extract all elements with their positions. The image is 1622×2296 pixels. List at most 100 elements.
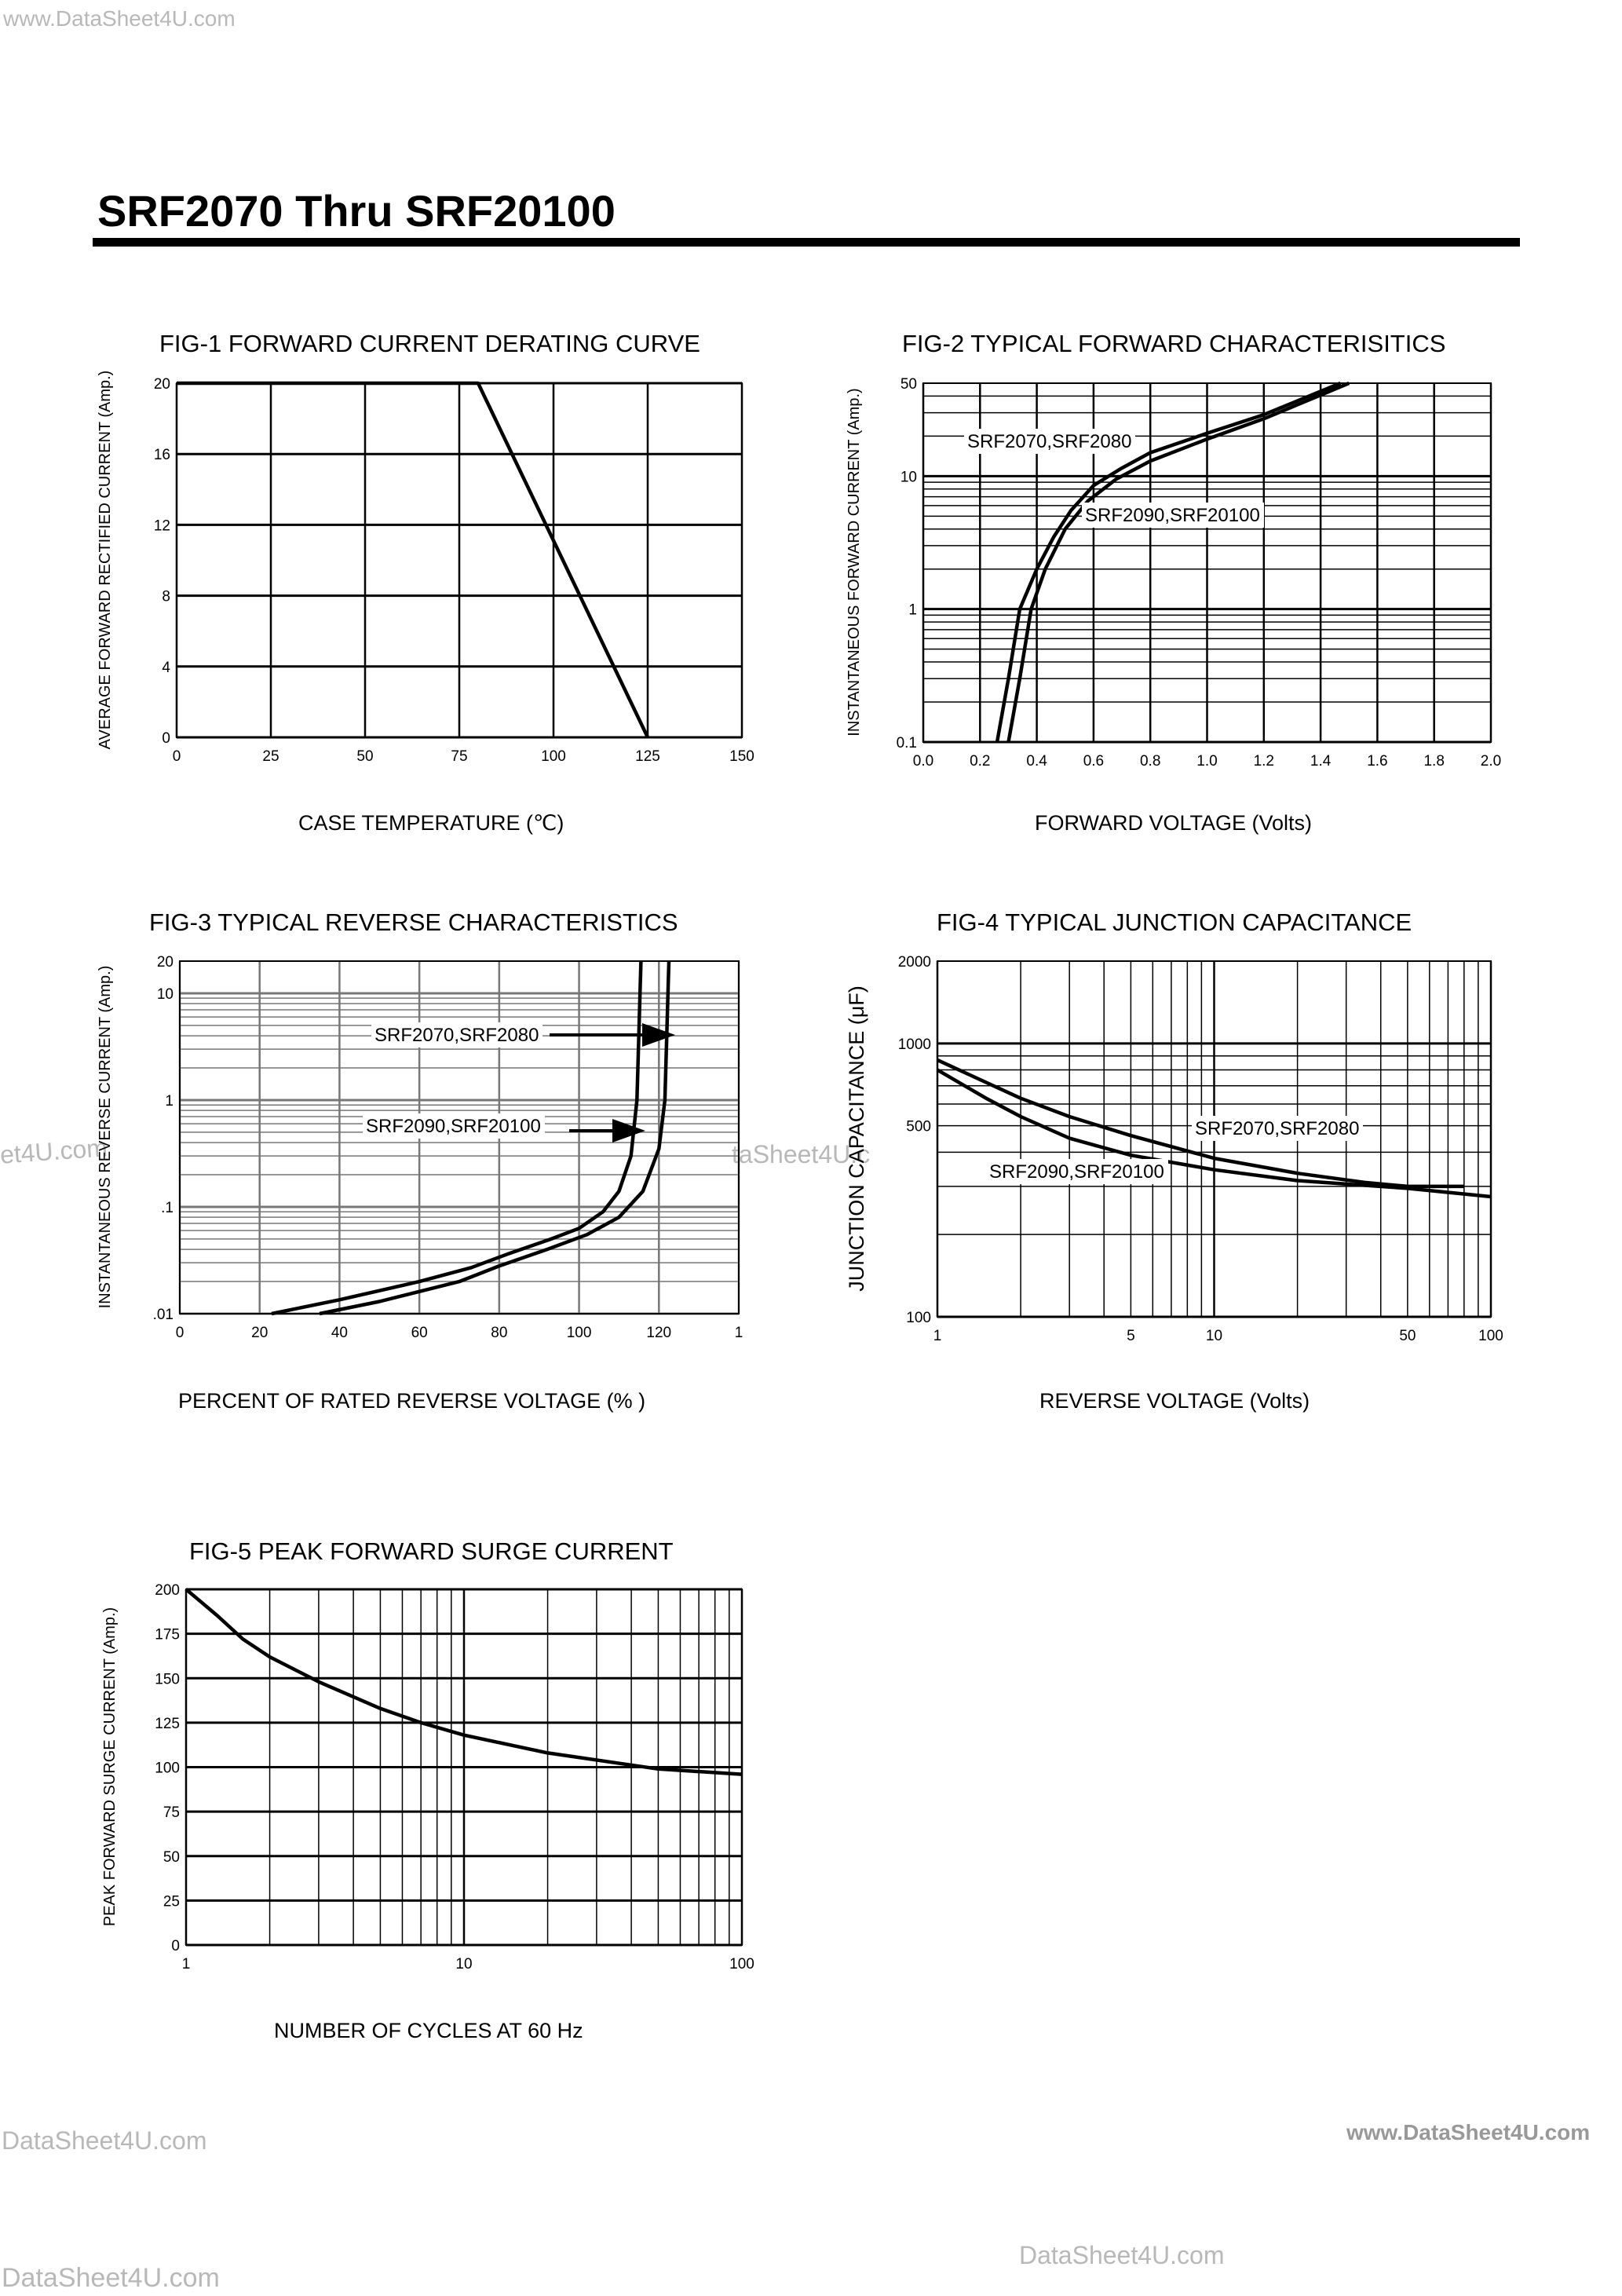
y-tick-label: 1000: [898, 1036, 931, 1053]
x-tick-label: 1: [182, 1956, 191, 1972]
x-tick-label: 1.0: [1196, 753, 1217, 770]
y-tick-label: 10: [157, 986, 174, 1003]
fig2-ylabel: INSTANTANEOUS FORWARD CURRENT (Amp.): [846, 388, 863, 736]
y-tick-label: 100: [906, 1310, 931, 1326]
y-tick-label: .01: [153, 1307, 174, 1323]
series-line: [936, 1068, 1492, 1199]
fig3-title: FIG-3 TYPICAL REVERSE CHARACTERISTICS: [149, 909, 678, 936]
x-tick-label: 0.2: [970, 753, 990, 770]
y-tick-label: 50: [163, 1849, 180, 1866]
series-label-bg: [964, 429, 1135, 454]
watermark[interactable]: www.DataSheet4U.com: [3, 6, 236, 31]
y-tick-label: 0: [162, 730, 170, 747]
x-tick-label: 120: [646, 1325, 671, 1341]
x-tick-label: 60: [411, 1325, 428, 1341]
x-tick-label: 75: [451, 748, 467, 765]
fig5-chart: 1 10 100 0 25 50 75 100 125 150 175 200 PEAK FORWARD…: [101, 1582, 754, 1972]
x-tick-label: 0.8: [1140, 753, 1160, 770]
x-tick-label: 100: [729, 1956, 754, 1972]
document-title: SRF2070 Thru SRF20100: [97, 186, 616, 236]
x-tick-label: 125: [635, 748, 660, 765]
x-tick-label: 1: [735, 1325, 743, 1341]
fig3-xlabel: PERCENT OF RATED REVERSE VOLTAGE (% ): [178, 1389, 646, 1413]
x-tick-label: 50: [356, 748, 373, 765]
x-tick-label: 1.8: [1423, 753, 1444, 770]
series-label: SRF2070,SRF2080: [374, 1025, 539, 1046]
x-tick-label: 1.6: [1367, 753, 1387, 770]
x-tick-label: 0.6: [1083, 753, 1104, 770]
series-label-bg: [371, 1022, 542, 1047]
y-tick-label: 2000: [898, 954, 931, 971]
x-tick-label: 1.2: [1254, 753, 1274, 770]
y-tick-label: 8: [162, 589, 170, 605]
watermark[interactable]: DataSheet4U.com: [2, 2263, 220, 2293]
fig1-xlabel: CASE TEMPERATURE (℃): [298, 811, 564, 835]
series-label-bg: [1082, 503, 1264, 528]
series-label-bg: [363, 1113, 545, 1139]
y-tick-label: 4: [162, 660, 170, 676]
watermark[interactable]: DataSheet4U.com: [2, 2126, 207, 2155]
fig2-chart: 0.0 0.2 0.4 0.6 0.8 1.0 1.2 1.4 1.6 1.8 2.0 0.1 1 10 5…: [846, 376, 1501, 770]
y-tick-label: 12: [154, 517, 170, 534]
series-label: SRF2070,SRF2080: [1195, 1118, 1359, 1139]
fig4-title: FIG-4 TYPICAL JUNCTION CAPACITANCE: [937, 909, 1412, 936]
x-tick-label: 20: [251, 1325, 268, 1341]
series-label: SRF2070,SRF2080: [967, 431, 1131, 452]
x-tick-label: 100: [1478, 1328, 1503, 1344]
x-tick-label: 100: [541, 748, 566, 765]
fig3-chart: 0 20 40 60 80 100 120 1 .01 .1 1 10 20 INSTANTANEOUS …: [97, 954, 743, 1341]
series-label: SRF2090,SRF20100: [1085, 505, 1260, 526]
x-tick-label: 50: [1399, 1328, 1416, 1344]
x-tick-label: 150: [729, 748, 754, 765]
y-tick-label: 100: [155, 1760, 180, 1777]
y-tick-label: 150: [155, 1671, 180, 1687]
arrow-head: [612, 1119, 645, 1143]
y-tick-label: 500: [906, 1119, 931, 1135]
arrow-head: [642, 1023, 675, 1047]
series-line: [177, 381, 650, 738]
x-tick-label: 40: [331, 1325, 348, 1341]
fig5-title: FIG-5 PEAK FORWARD SURGE CURRENT: [189, 1537, 674, 1565]
plot-frame: [185, 1589, 743, 1946]
fig4-ylabel: JUNCTION CAPACITANCE (μF): [845, 985, 868, 1292]
series-line: [995, 381, 1342, 743]
fig5-ylabel: PEAK FORWARD SURGE CURRENT (Amp.): [101, 1607, 119, 1926]
y-tick-label: 1: [165, 1093, 174, 1110]
watermark: taSheet4U.c: [732, 1140, 871, 1168]
plot-frame: [937, 960, 1492, 1318]
y-tick-label: 200: [155, 1582, 180, 1599]
watermark[interactable]: DataSheet4U.com: [1019, 2241, 1225, 2269]
y-tick-label: 10: [901, 469, 917, 485]
y-tick-label: 1: [908, 602, 917, 619]
y-tick-label: 50: [901, 376, 917, 393]
x-tick-label: 80: [491, 1325, 507, 1341]
series-label-bg: [986, 1159, 1168, 1184]
series-label: SRF2090,SRF20100: [989, 1161, 1164, 1183]
y-tick-label: 20: [157, 954, 174, 971]
y-tick-label: 75: [163, 1804, 180, 1821]
fig3-ylabel: INSTANTANEOUS REVERSE CURRENT (Amp.): [97, 966, 114, 1309]
fig1-chart: 0 25 50 75 100 125 150 0 4 8 12 16 20 AVERAGE FORWARD…: [97, 371, 754, 765]
x-tick-label: 0: [176, 1325, 184, 1341]
series-label-bg: [1192, 1116, 1363, 1141]
series-line: [184, 1588, 743, 1776]
watermark[interactable]: www.DataSheet4U.com: [1346, 2120, 1591, 2144]
y-tick-label: 0: [171, 1938, 180, 1954]
y-tick-label: 25: [163, 1893, 180, 1910]
fig5-xlabel: NUMBER OF CYCLES AT 60 Hz: [274, 2019, 583, 2042]
x-tick-label: 5: [1127, 1328, 1135, 1344]
fig4-xlabel: REVERSE VOLTAGE (Volts): [1039, 1389, 1310, 1413]
x-tick-label: 0: [173, 748, 181, 765]
y-tick-label: 0.1: [897, 735, 917, 751]
series-label: SRF2090,SRF20100: [366, 1116, 541, 1137]
x-tick-label: 1: [933, 1328, 942, 1344]
y-tick-label: .1: [161, 1200, 174, 1216]
y-tick-label: 175: [155, 1627, 180, 1643]
plot-frame: [922, 382, 1492, 743]
x-tick-label: 0.4: [1026, 753, 1047, 770]
series-line: [1006, 381, 1350, 743]
fig2-xlabel: FORWARD VOLTAGE (Volts): [1035, 811, 1313, 835]
fig4-chart: 1 5 10 50 100 100 500 1000 2000 JUNCTION CAPACITA…: [845, 954, 1503, 1344]
